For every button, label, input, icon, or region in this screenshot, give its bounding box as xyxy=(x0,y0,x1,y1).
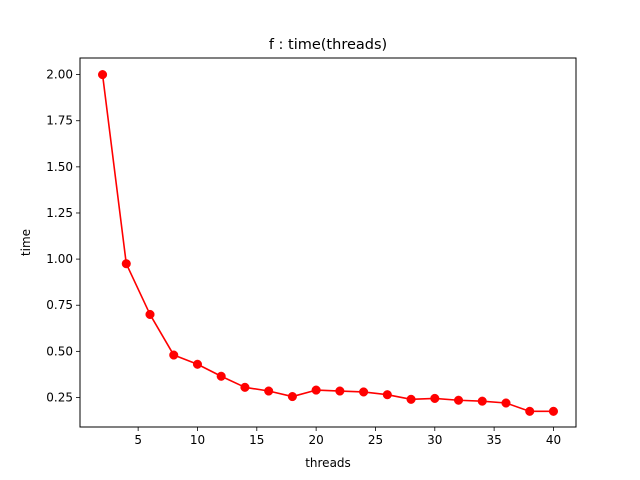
y-tick-label: 1.25 xyxy=(46,206,73,220)
data-point xyxy=(430,393,440,403)
y-tick-label: 2.00 xyxy=(46,68,73,82)
y-tick-label: 0.25 xyxy=(46,390,73,404)
y-tick-label: 0.50 xyxy=(46,344,73,358)
x-tick-label: 15 xyxy=(249,433,264,447)
y-tick-label: 1.75 xyxy=(46,114,73,128)
data-point xyxy=(311,385,321,395)
y-tick-label: 1.50 xyxy=(46,160,73,174)
data-point xyxy=(264,386,274,396)
y-tick-label: 0.75 xyxy=(46,298,73,312)
x-tick-label: 10 xyxy=(190,433,205,447)
data-point xyxy=(501,398,511,408)
data-point xyxy=(216,371,226,381)
x-tick-label: 20 xyxy=(308,433,323,447)
data-point xyxy=(192,359,203,369)
data-point xyxy=(406,394,416,404)
data-point xyxy=(145,309,155,320)
x-tick-label: 25 xyxy=(368,433,383,447)
data-point xyxy=(382,390,392,400)
data-point xyxy=(97,70,108,80)
data-point xyxy=(240,382,250,392)
data-point xyxy=(121,259,131,269)
data-point xyxy=(335,386,345,396)
data-point xyxy=(453,395,464,405)
plot-area: 5 10 15 20 25 30 35 40 0.25 0.50 0.75 1.00 1.25 1.50 1… xyxy=(46,68,561,447)
x-tick-label: 35 xyxy=(486,433,501,447)
axes-frame xyxy=(79,57,577,428)
data-point xyxy=(169,350,179,360)
x-axis-label: threads xyxy=(305,456,351,470)
y-tick-label: 1.00 xyxy=(46,252,73,266)
data-point xyxy=(359,387,369,397)
x-tick-label: 30 xyxy=(427,433,442,447)
chart-title: f : time(threads) xyxy=(269,37,387,53)
y-axis-label: time xyxy=(19,229,33,256)
data-point xyxy=(548,406,559,416)
x-tick-label: 5 xyxy=(134,433,142,447)
data-point xyxy=(525,406,535,416)
x-tick-label: 40 xyxy=(546,433,561,447)
data-point xyxy=(477,396,487,406)
data-point xyxy=(287,392,297,402)
